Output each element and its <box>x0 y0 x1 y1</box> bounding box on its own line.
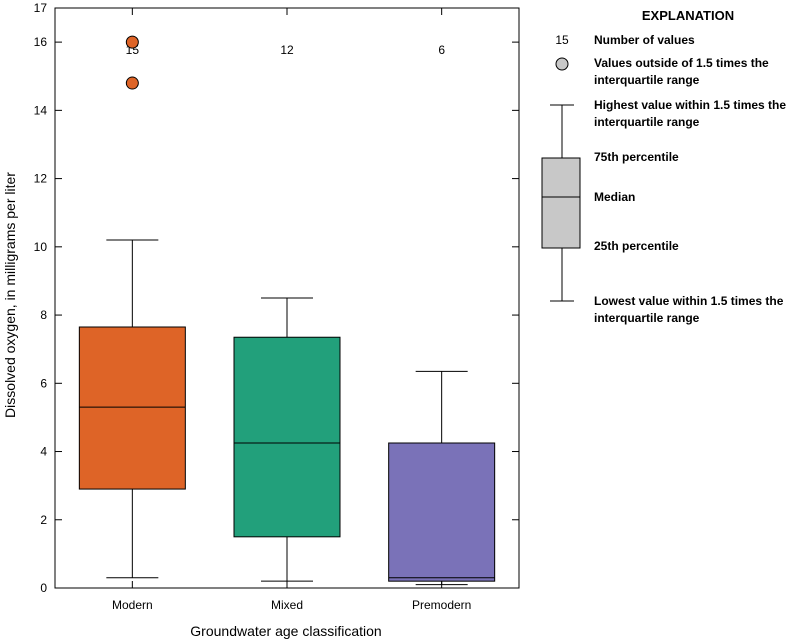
y-tick-label: 4 <box>40 445 47 459</box>
y-tick-label: 12 <box>34 172 48 186</box>
legend-p25: 25th percentile <box>594 239 679 253</box>
y-top-label: 17 <box>34 1 48 15</box>
box-mixed <box>233 336 341 538</box>
legend: EXPLANATION 15 Number of values Values o… <box>541 8 786 325</box>
legend-box <box>541 157 581 249</box>
count-label: 12 <box>280 43 294 57</box>
count-label: 6 <box>438 43 445 57</box>
y-tick-label: 14 <box>34 103 48 117</box>
legend-count-example: 15 <box>555 33 569 47</box>
x-axis-title: Groundwater age classification <box>190 623 381 639</box>
y-tick-label: 16 <box>34 35 48 49</box>
box-modern <box>78 326 186 490</box>
y-tick-label: 8 <box>40 308 47 322</box>
y-tick-label: 2 <box>40 513 47 527</box>
legend-median: Median <box>594 190 635 204</box>
x-tick-label: Modern <box>112 598 153 612</box>
legend-outside-line-2: interquartile range <box>594 73 700 87</box>
y-tick-label: 0 <box>40 581 47 595</box>
legend-highest-line-1: Highest value within 1.5 times the <box>594 98 786 112</box>
outlier-point <box>125 35 139 49</box>
legend-outlier-marker <box>555 57 569 71</box>
legend-highest-line-2: interquartile range <box>594 115 700 129</box>
y-tick-label: 6 <box>40 376 47 390</box>
legend-outside-line-1: Values outside of 1.5 times the <box>594 56 769 70</box>
legend-number-of-values: Number of values <box>594 33 695 47</box>
legend-lowest-line-2: interquartile range <box>594 311 700 325</box>
outlier-point <box>125 76 139 90</box>
legend-title: EXPLANATION <box>642 8 734 23</box>
x-tick-label: Mixed <box>271 598 303 612</box>
legend-p75: 75th percentile <box>594 150 679 164</box>
y-axis-title: Dissolved oxygen, in milligrams per lite… <box>2 172 18 418</box>
legend-lowest-line-1: Lowest value within 1.5 times the <box>594 294 784 308</box>
box-premodern <box>388 442 496 582</box>
y-tick-label: 10 <box>34 240 48 254</box>
x-tick-label: Premodern <box>412 598 471 612</box>
